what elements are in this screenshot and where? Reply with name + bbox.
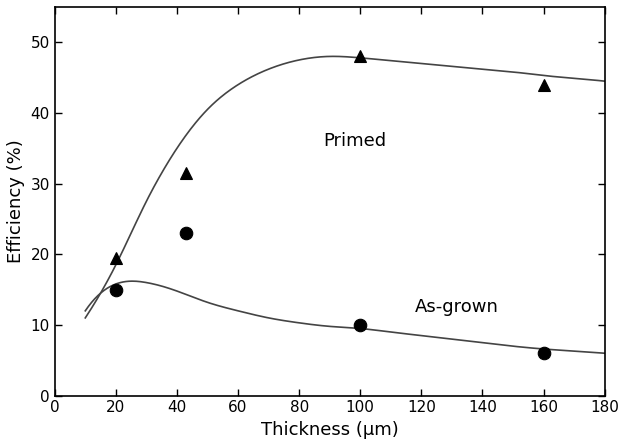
Text: As-grown: As-grown xyxy=(415,298,499,316)
X-axis label: Thickness (μm): Thickness (μm) xyxy=(261,421,399,439)
Y-axis label: Efficiency (%): Efficiency (%) xyxy=(7,140,25,263)
Text: Primed: Primed xyxy=(324,132,387,150)
